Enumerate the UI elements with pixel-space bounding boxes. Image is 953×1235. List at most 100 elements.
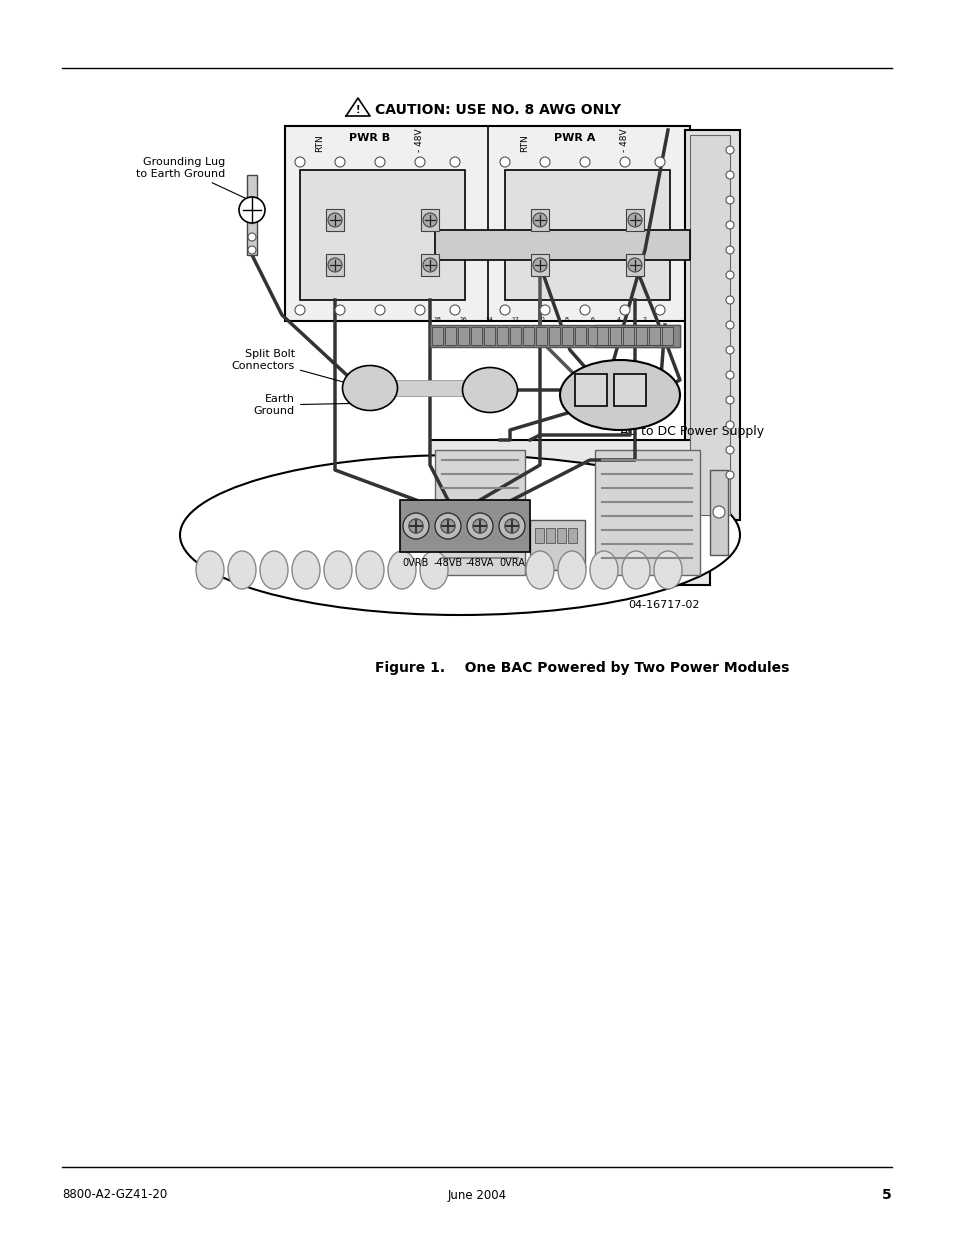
- Ellipse shape: [388, 551, 416, 589]
- Bar: [639, 327, 650, 345]
- Ellipse shape: [559, 359, 679, 430]
- Circle shape: [422, 258, 436, 272]
- Bar: [684, 130, 740, 520]
- Bar: [575, 374, 606, 406]
- Bar: [522, 327, 534, 345]
- Circle shape: [655, 305, 664, 315]
- Text: 4: 4: [617, 317, 620, 322]
- Circle shape: [402, 513, 429, 538]
- Bar: [535, 529, 543, 543]
- Bar: [648, 327, 659, 345]
- Text: A: A: [625, 385, 634, 395]
- Circle shape: [539, 157, 550, 167]
- Circle shape: [539, 305, 550, 315]
- Text: June 2004: June 2004: [447, 1188, 506, 1202]
- Ellipse shape: [419, 551, 448, 589]
- Bar: [483, 327, 495, 345]
- Bar: [326, 254, 344, 275]
- Ellipse shape: [654, 551, 681, 589]
- Text: 10: 10: [537, 317, 544, 322]
- Circle shape: [725, 396, 733, 404]
- Text: 14: 14: [484, 317, 493, 322]
- Circle shape: [415, 157, 424, 167]
- Bar: [625, 254, 643, 275]
- Circle shape: [725, 346, 733, 354]
- Bar: [626, 327, 638, 345]
- Circle shape: [294, 157, 305, 167]
- Circle shape: [725, 421, 733, 429]
- Bar: [597, 327, 607, 345]
- Ellipse shape: [342, 366, 397, 410]
- Circle shape: [335, 305, 345, 315]
- Bar: [432, 327, 442, 345]
- Circle shape: [239, 198, 265, 224]
- Ellipse shape: [462, 368, 517, 412]
- Circle shape: [450, 157, 459, 167]
- Bar: [587, 327, 598, 345]
- Bar: [531, 209, 548, 231]
- Circle shape: [450, 305, 459, 315]
- Text: PWR A: PWR A: [554, 133, 595, 143]
- Bar: [471, 327, 481, 345]
- Text: Grounding Lug
to Earth Ground: Grounding Lug to Earth Ground: [135, 157, 256, 204]
- Bar: [614, 374, 645, 406]
- Bar: [609, 327, 620, 345]
- Text: Earth
Ground: Earth Ground: [253, 394, 371, 416]
- Bar: [285, 126, 689, 321]
- Circle shape: [627, 212, 641, 227]
- Circle shape: [725, 370, 733, 379]
- Circle shape: [619, 157, 629, 167]
- Polygon shape: [346, 98, 370, 116]
- Circle shape: [619, 305, 629, 315]
- Circle shape: [422, 212, 436, 227]
- Text: RTN: RTN: [520, 135, 529, 152]
- Circle shape: [473, 519, 487, 534]
- Circle shape: [725, 270, 733, 279]
- Text: !: !: [355, 105, 360, 115]
- Bar: [536, 327, 546, 345]
- Bar: [299, 170, 464, 300]
- Circle shape: [712, 506, 724, 517]
- Bar: [689, 135, 729, 515]
- Bar: [545, 529, 555, 543]
- Text: Figure 1.    One BAC Powered by Two Power Modules: Figure 1. One BAC Powered by Two Power M…: [375, 661, 788, 676]
- Circle shape: [579, 305, 589, 315]
- Ellipse shape: [324, 551, 352, 589]
- Circle shape: [248, 246, 255, 254]
- Text: Split Bolt
Connectors: Split Bolt Connectors: [232, 350, 361, 388]
- Ellipse shape: [558, 551, 585, 589]
- Circle shape: [725, 146, 733, 154]
- Ellipse shape: [589, 551, 618, 589]
- Circle shape: [504, 519, 518, 534]
- Bar: [531, 254, 548, 275]
- Bar: [420, 254, 438, 275]
- Bar: [510, 327, 520, 345]
- Circle shape: [627, 258, 641, 272]
- Circle shape: [472, 508, 488, 522]
- Circle shape: [248, 233, 255, 241]
- Bar: [399, 500, 530, 552]
- Circle shape: [725, 221, 733, 228]
- Text: -48VA: -48VA: [465, 558, 494, 568]
- Circle shape: [655, 157, 664, 167]
- Text: 0VRA: 0VRA: [498, 558, 524, 568]
- Text: CAUTION: USE NO. 8 AWG ONLY: CAUTION: USE NO. 8 AWG ONLY: [375, 103, 620, 117]
- Bar: [504, 170, 669, 300]
- Bar: [622, 327, 634, 345]
- Text: - 48V: - 48V: [619, 128, 629, 152]
- Text: *: *: [627, 372, 632, 380]
- Circle shape: [328, 258, 341, 272]
- Circle shape: [328, 212, 341, 227]
- Text: 8800-A2-GZ41-20: 8800-A2-GZ41-20: [62, 1188, 167, 1202]
- Ellipse shape: [195, 551, 224, 589]
- Circle shape: [435, 513, 460, 538]
- Text: 18: 18: [433, 317, 440, 322]
- Text: 16: 16: [458, 317, 466, 322]
- Circle shape: [375, 305, 385, 315]
- Text: 04-16717-02: 04-16717-02: [628, 600, 700, 610]
- Circle shape: [533, 258, 546, 272]
- Bar: [567, 529, 577, 543]
- Circle shape: [440, 519, 455, 534]
- Bar: [561, 327, 573, 345]
- Bar: [575, 327, 585, 345]
